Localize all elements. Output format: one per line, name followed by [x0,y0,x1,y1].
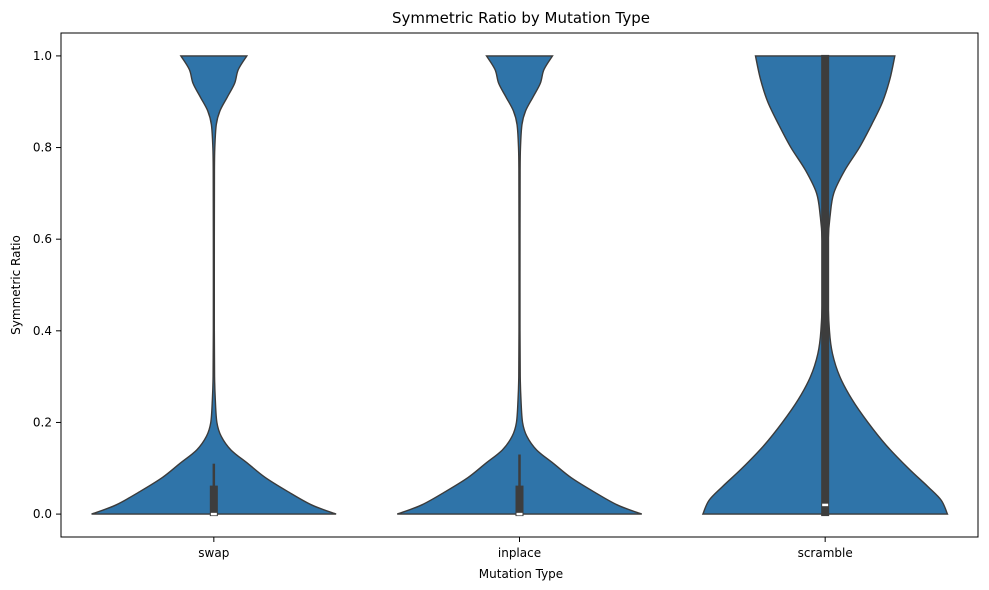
y-tick-label: 0.6 [33,232,52,246]
plot-frame [60,32,979,538]
y-tick-label: 1.0 [33,49,52,63]
x-tick-label: swap [198,546,229,560]
plot-area: 0.0 0.2 0.4 0.6 0.8 1.0 swap inplace scramble [33,49,949,560]
median-marker-swap [210,512,217,516]
median-marker-scramble [822,503,829,507]
median-marker-inplace [516,512,523,516]
y-tick-label: 0.0 [33,507,52,521]
x-axis-label: Mutation Type [479,567,563,581]
y-tick-label: 0.8 [33,141,52,155]
violin-inplace [396,55,643,515]
iqr-box-inplace [515,485,524,517]
y-axis-label: Symmetric Ratio [9,235,23,335]
violin-swap [91,55,337,515]
chart-title: Symmetric Ratio by Mutation Type [392,9,650,27]
x-tick-label: inplace [498,546,541,560]
x-tick-label: scramble [798,546,853,560]
iqr-box-scramble [821,54,830,517]
y-tick-label: 0.4 [33,324,52,338]
y-tick-label: 0.2 [33,415,52,429]
iqr-box-swap [209,485,218,517]
